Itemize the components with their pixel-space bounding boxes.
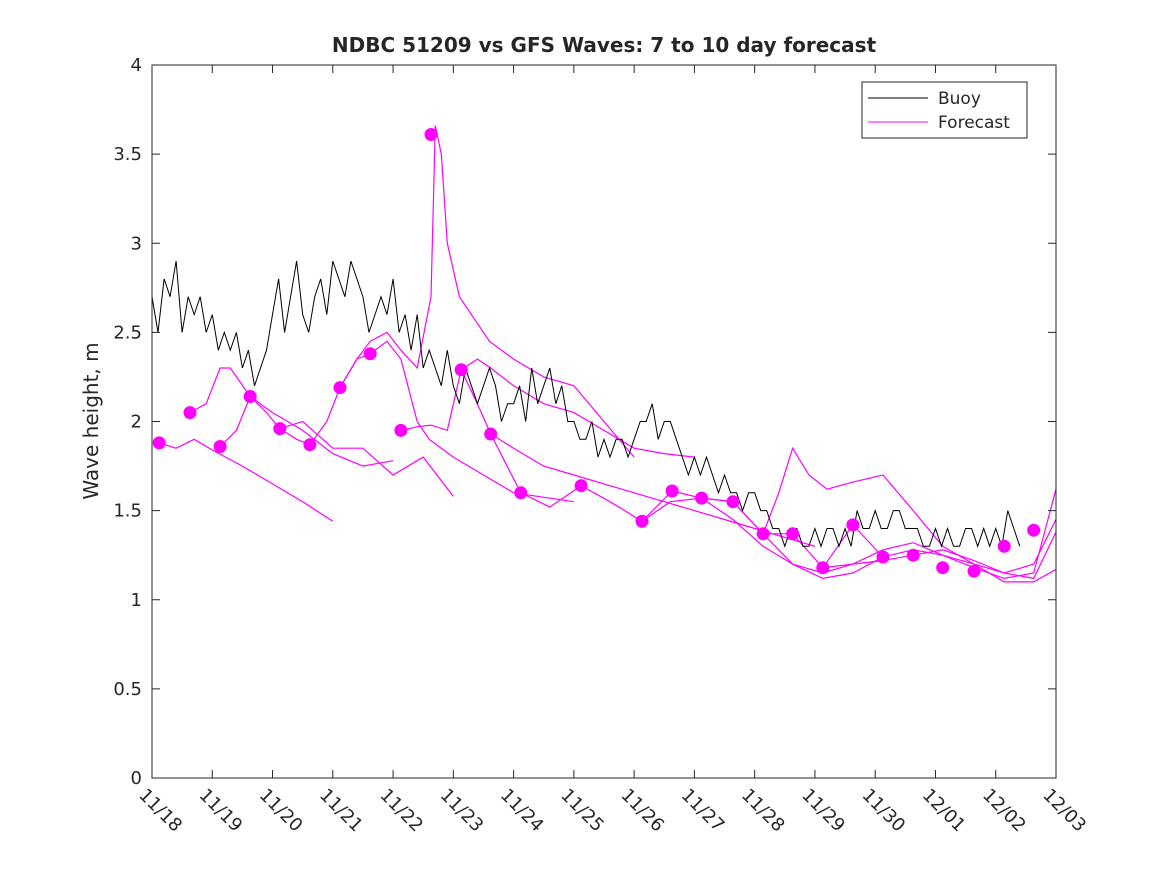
x-tick-label: 11/25 xyxy=(556,785,608,837)
forecast-marker xyxy=(997,539,1011,553)
forecast-line-1 xyxy=(189,367,394,467)
forecast-marker xyxy=(1027,523,1041,537)
x-tick-label: 11/19 xyxy=(195,785,247,837)
forecast-marker xyxy=(273,422,287,436)
x-tick-label: 11/22 xyxy=(376,785,428,837)
legend-box xyxy=(861,81,1028,139)
x-tick-label: 11/27 xyxy=(677,785,729,837)
forecast-marker xyxy=(424,128,438,141)
x-tick-label: 12/02 xyxy=(978,785,1030,837)
x-tick-label: 11/24 xyxy=(496,785,548,837)
y-tick-label: 3 xyxy=(131,233,142,254)
forecast-marker xyxy=(243,390,257,403)
y-tick-label: 3.5 xyxy=(113,144,142,165)
x-tick-label: 11/26 xyxy=(617,785,669,837)
y-tick-label: 2.5 xyxy=(113,322,142,343)
legend-buoy-label: Buoy xyxy=(938,89,981,109)
x-tick-label: 11/30 xyxy=(858,785,910,837)
y-tick-label: 1 xyxy=(131,590,142,611)
legend: Buoy Forecast xyxy=(861,81,1028,139)
x-tick-label: 12/03 xyxy=(1038,785,1090,837)
y-tick-label: 4 xyxy=(131,55,142,76)
y-axis-label: Wave height, m xyxy=(79,342,103,499)
forecast-line-7 xyxy=(490,433,884,569)
forecast-line-2 xyxy=(219,395,454,497)
forecast-marker xyxy=(635,514,649,528)
x-tick-label: 11/29 xyxy=(797,785,849,837)
forecast-marker xyxy=(846,518,860,532)
forecast-marker xyxy=(484,427,498,441)
forecast-marker xyxy=(756,527,770,541)
y-tick-label: 2 xyxy=(131,412,142,433)
forecast-marker xyxy=(574,479,588,493)
forecast-marker xyxy=(333,381,347,395)
forecast-marker xyxy=(213,440,227,453)
x-tick-label: 11/28 xyxy=(737,785,789,837)
buoy-line xyxy=(152,260,1021,548)
forecast-marker xyxy=(786,527,800,541)
x-tick-label: 11/18 xyxy=(134,785,186,837)
forecast-marker xyxy=(183,406,197,420)
x-tick-label: 11/20 xyxy=(255,785,307,837)
forecast-marker xyxy=(665,484,679,498)
y-tick-label: 0 xyxy=(131,768,142,789)
forecast-marker xyxy=(514,486,528,500)
y-tick-label: 1.5 xyxy=(113,501,142,522)
forecast-line-9 xyxy=(701,489,1056,580)
forecast-marker xyxy=(876,550,890,564)
x-tick-label: 11/21 xyxy=(315,785,367,837)
y-axis: 0 0.5 1 1.5 2 2.5 3 3.5 4 xyxy=(113,55,1056,789)
forecast-marker xyxy=(152,436,166,450)
forecast-marker xyxy=(454,363,468,377)
forecast-marker xyxy=(967,564,981,578)
forecast-line-5 xyxy=(400,358,695,458)
forecast-line-8 xyxy=(641,446,1056,574)
forecast-marker xyxy=(363,347,377,361)
forecast-line-3 xyxy=(279,340,574,503)
y-tick-label: 0.5 xyxy=(113,679,142,700)
forecast-line-4 xyxy=(339,125,635,458)
x-tick-label: 12/01 xyxy=(918,785,970,837)
legend-forecast-label: Forecast xyxy=(938,113,1010,133)
forecast-marker xyxy=(695,491,709,505)
forecast-marker xyxy=(303,438,317,452)
forecast-line-0 xyxy=(159,438,334,522)
forecast-marker xyxy=(816,561,830,575)
forecast-marker xyxy=(936,561,950,575)
forecast-line-11 xyxy=(822,531,1056,580)
x-tick-label: 11/23 xyxy=(436,785,488,837)
forecast-marker xyxy=(394,423,408,437)
forecast-marker xyxy=(726,495,740,509)
chart-title: NDBC 51209 vs GFS Waves: 7 to 10 day for… xyxy=(332,33,877,57)
series-layer xyxy=(152,125,1056,583)
forecast-marker xyxy=(906,548,920,562)
